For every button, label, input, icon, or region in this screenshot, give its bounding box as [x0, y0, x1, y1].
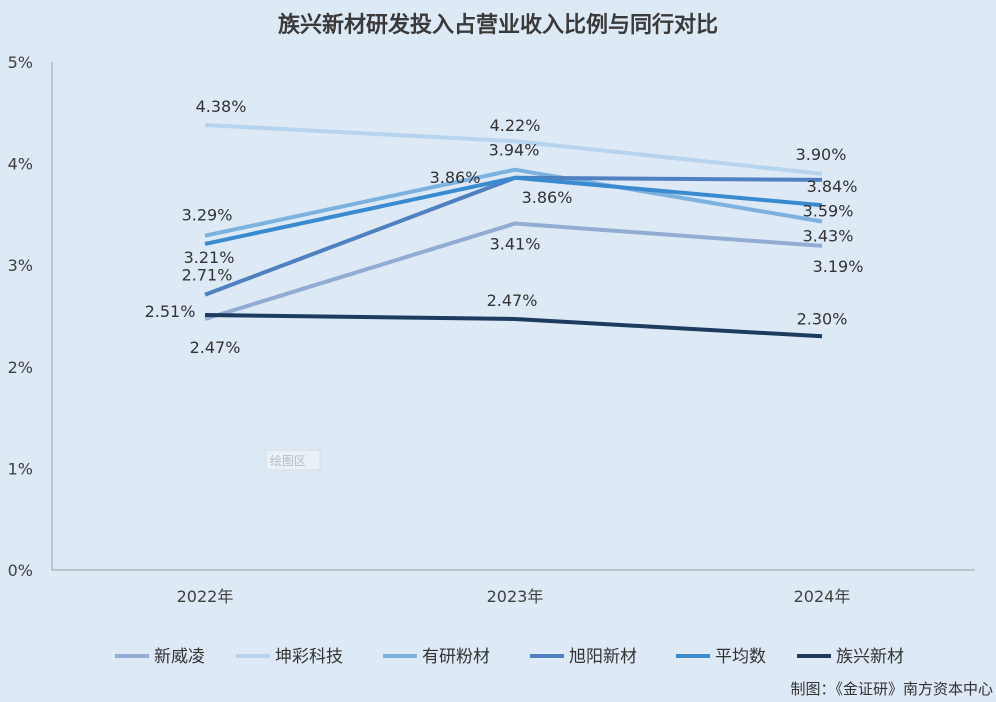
data-label: 2.47% — [487, 291, 538, 310]
data-label: 2.71% — [182, 266, 233, 285]
series-layer — [204, 123, 823, 339]
legend-label: 坤彩科技 — [275, 647, 343, 667]
data-label: 2.47% — [190, 338, 241, 357]
legend-label: 新威凌 — [154, 647, 205, 667]
data-label: 4.22% — [490, 116, 541, 135]
series-line-4 — [204, 175, 823, 246]
series-line-5 — [204, 313, 823, 339]
data-label: 3.21% — [184, 248, 235, 267]
legend-label: 旭阳新材 — [569, 647, 637, 667]
data-label: 2.51% — [145, 302, 196, 321]
y-tick-label: 1% — [8, 459, 33, 478]
y-tick-label: 2% — [8, 358, 33, 377]
series-line-2 — [204, 167, 823, 238]
legend: 新威凌 坤彩科技 有研粉材 旭阳新材 平均数 族兴新材 — [115, 647, 904, 667]
y-tick-label: 4% — [8, 155, 33, 174]
legend-label: 族兴新材 — [836, 647, 904, 667]
plot-area-tag-text: 绘图区 — [270, 453, 306, 468]
data-label: 3.19% — [813, 257, 864, 276]
y-axis-ticks: 0% 1% 2% 3% 4% 5% — [8, 53, 33, 580]
data-label: 4.38% — [196, 97, 247, 116]
data-label: 3.86% — [522, 188, 573, 207]
data-labels-layer: 2.47% 3.41% 3.19% 4.38% 4.22% 3.90% 3.29% 3.94%… — [145, 97, 864, 357]
y-tick-label: 5% — [8, 53, 33, 72]
data-label: 2.30% — [797, 309, 848, 328]
y-tick-label: 0% — [8, 561, 33, 580]
plot-area-tag: 绘图区 — [265, 449, 321, 471]
data-label: 3.29% — [182, 206, 233, 225]
x-axis-ticks: 2022年 2023年 2024年 — [177, 587, 851, 606]
data-label: 3.90% — [796, 145, 847, 164]
series-line-1 — [204, 123, 823, 176]
x-tick-label: 2022年 — [177, 587, 234, 606]
series-line-0 — [204, 221, 823, 321]
legend-label: 有研粉材 — [422, 647, 490, 667]
data-label: 3.41% — [490, 235, 541, 254]
data-label: 3.94% — [489, 141, 540, 160]
data-label: 3.86% — [430, 168, 481, 187]
y-tick-label: 3% — [8, 256, 33, 275]
footer-note: 制图：《金证研》南方资本中心 — [790, 680, 993, 698]
data-label: 3.43% — [803, 227, 854, 246]
x-tick-label: 2024年 — [794, 587, 851, 606]
legend-label: 平均数 — [715, 647, 766, 667]
data-label: 3.84% — [807, 177, 858, 196]
data-label: 3.59% — [803, 201, 854, 220]
x-tick-label: 2023年 — [487, 587, 544, 606]
chart-title: 族兴新材研发投入占营业收入比例与同行对比 — [278, 12, 718, 38]
